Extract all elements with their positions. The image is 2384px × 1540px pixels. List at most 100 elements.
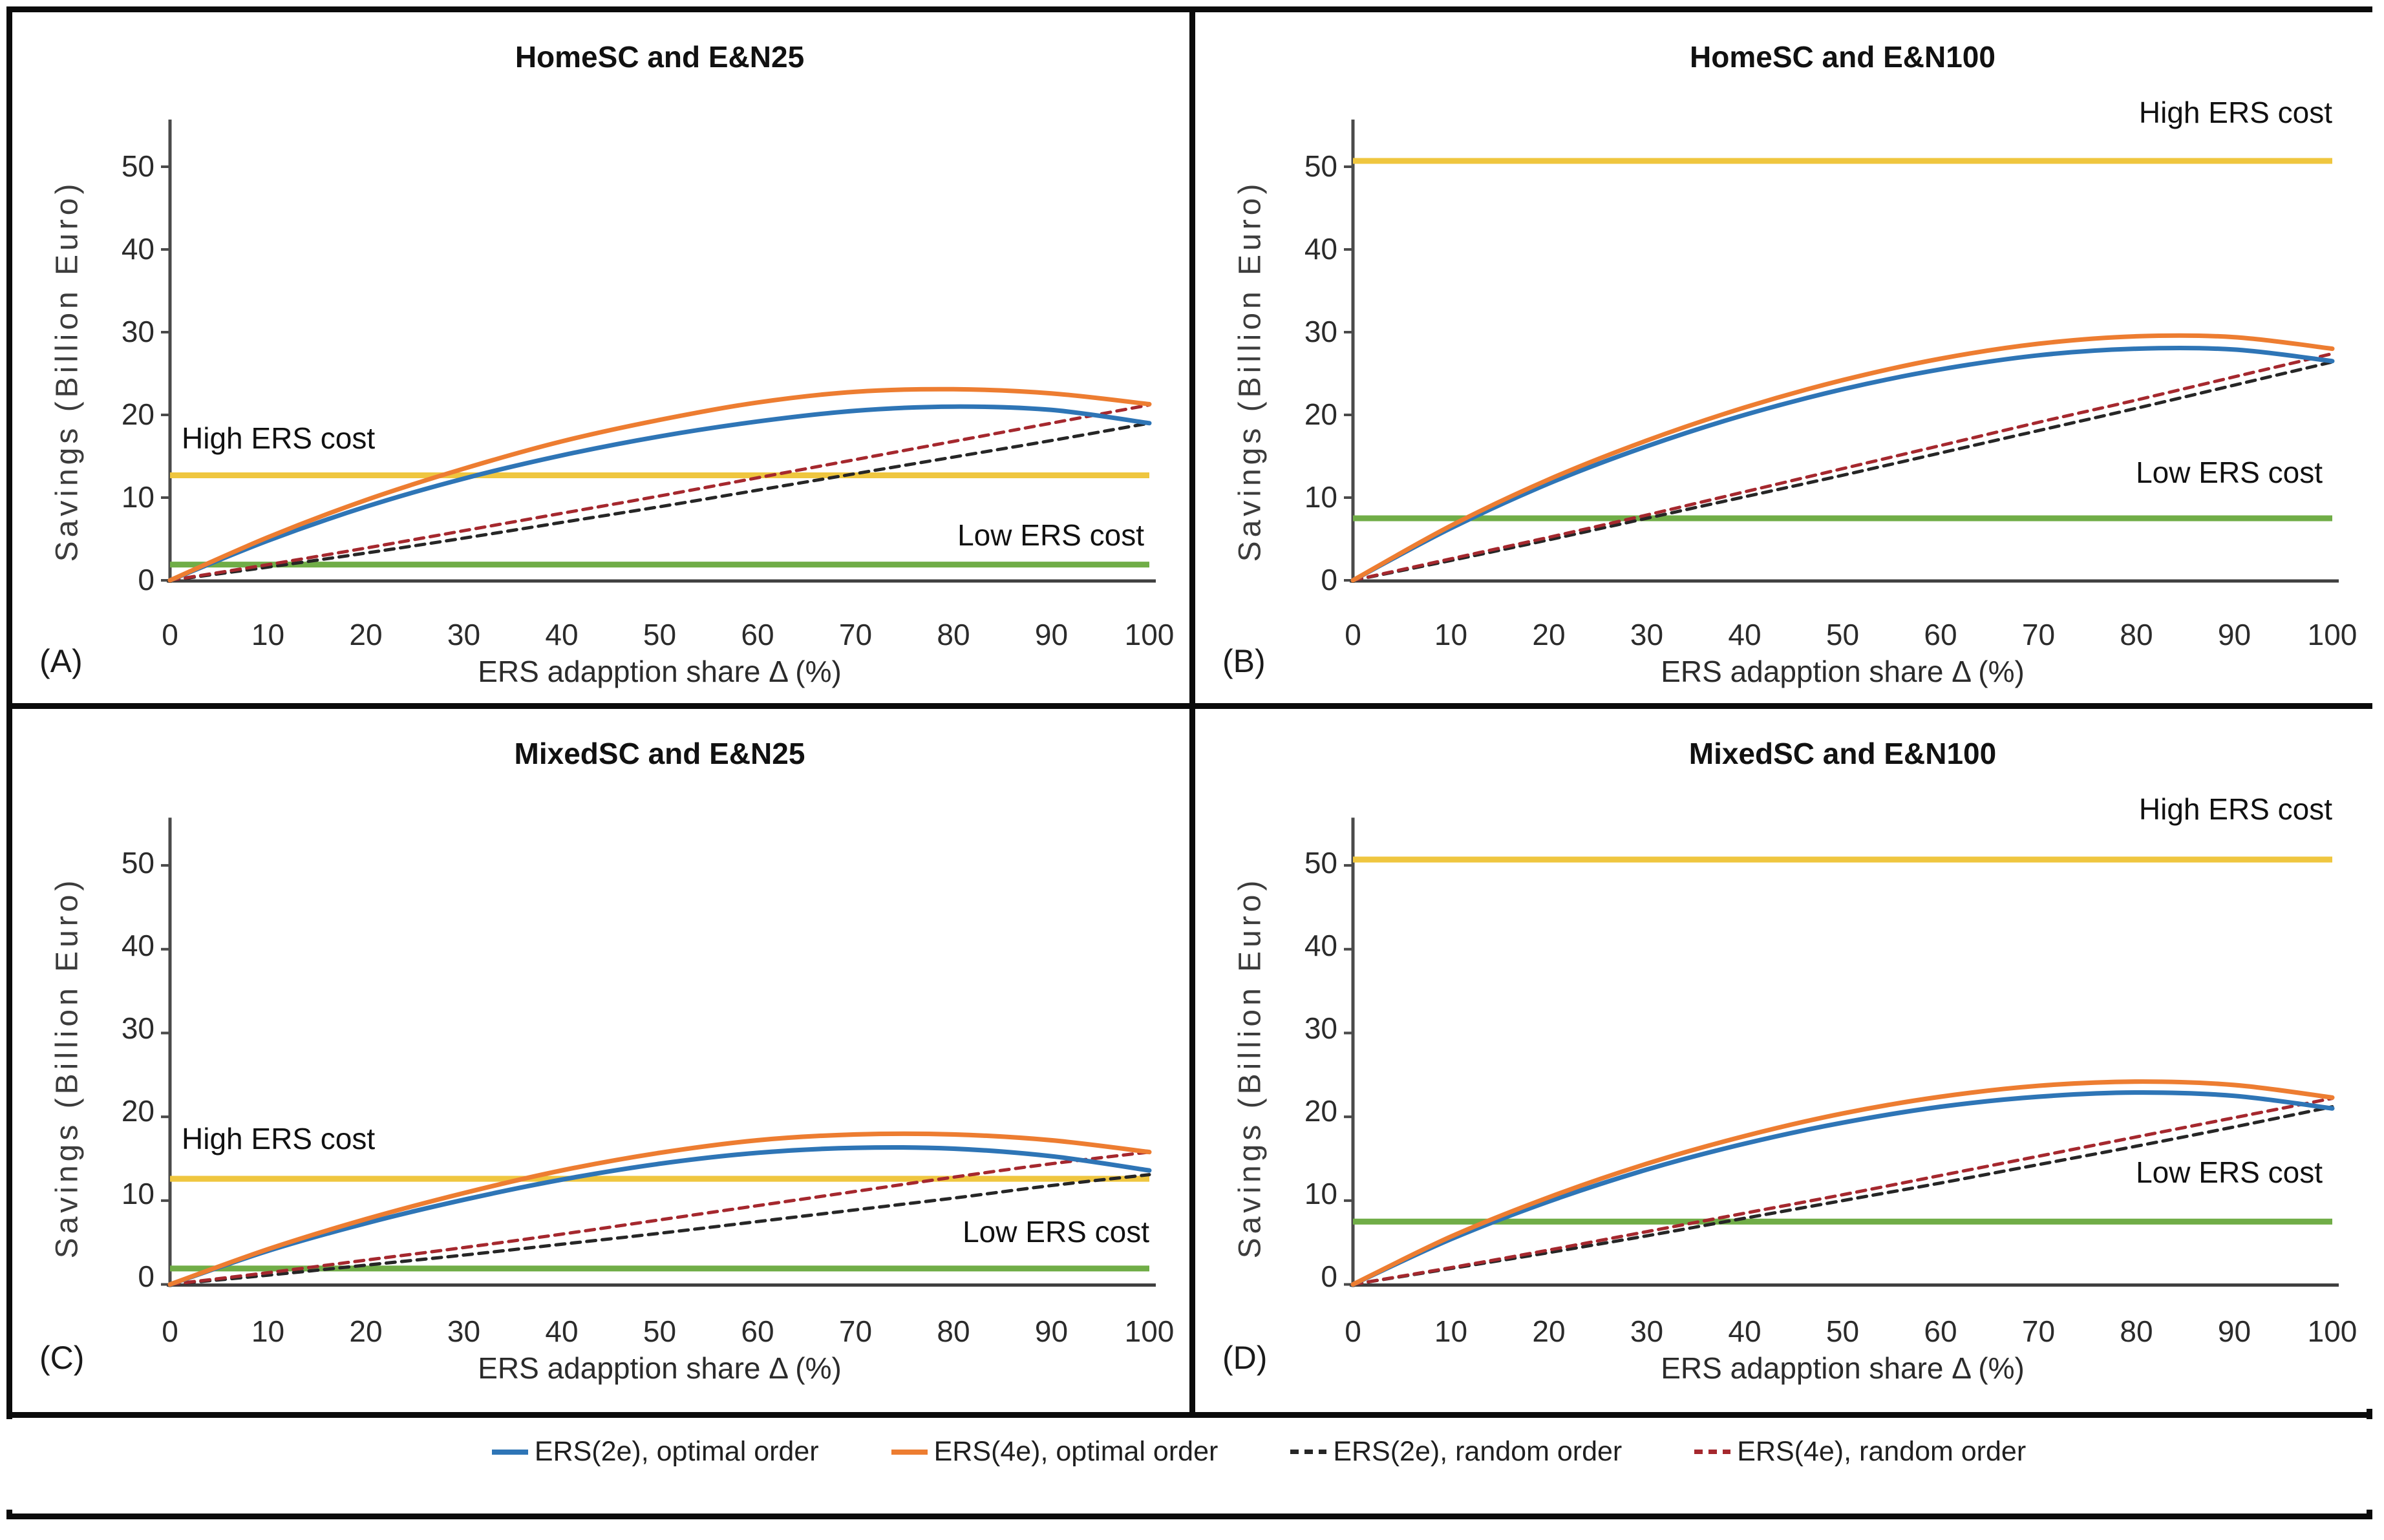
legend-item-ers4e-random: ERS(4e), random order: [1694, 1436, 2026, 1468]
panel-divider-vertical: [1189, 6, 1195, 1413]
x-tick-label: 0: [162, 618, 178, 651]
series-ers-4e-optimal-order: [167, 386, 1152, 583]
y-tick-label: 40: [1304, 929, 1337, 962]
series-ers-4e-random-order: [168, 403, 1151, 582]
annotation-high-ers-cost: High ERS cost: [182, 1122, 376, 1155]
legend-item-ers4e-optimal: ERS(4e), optimal order: [891, 1436, 1219, 1468]
chart-canvas-b: [1344, 120, 2339, 583]
series-ers-2e-random-order: [168, 421, 1151, 582]
annotation-low-ers-cost: Low ERS cost: [963, 1215, 1149, 1249]
x-axis-title: ERS adapption share Δ (%): [478, 655, 842, 688]
x-tick-label: 80: [937, 1314, 970, 1348]
annotation-low-ers-cost: Low ERS cost: [2136, 456, 2323, 489]
x-tick-label: 50: [643, 618, 677, 651]
x-tick-label: 50: [1825, 1314, 1860, 1348]
chart-title-c: MixedSC and E&N25: [514, 737, 805, 770]
x-tick-label: 0: [162, 1314, 178, 1348]
x-axis-title: ERS adapption share Δ (%): [1661, 655, 2025, 688]
legend-label: ERS(4e), optimal order: [933, 1436, 1219, 1467]
panel-letter-b: (B): [1222, 643, 1266, 679]
x-tick-label: 60: [1924, 1314, 1957, 1348]
y-tick-label: 0: [138, 1260, 154, 1293]
panel-letter-c: (C): [39, 1340, 85, 1376]
y-tick-label: 20: [121, 1094, 154, 1128]
y-tick-label: 50: [121, 149, 154, 183]
panel-letter-a: (A): [39, 643, 83, 679]
panel-divider-horizontal: [6, 703, 2372, 709]
y-tick-label: 30: [1304, 1011, 1337, 1045]
legend-label: ERS(2e), random order: [1333, 1436, 1623, 1467]
annotation-high-ers-cost: High ERS cost: [2138, 792, 2332, 826]
x-tick-label: 0: [1345, 1314, 1361, 1348]
x-tick-label: 30: [447, 618, 481, 651]
series-ers-2e-optimal-order: [1350, 1090, 2335, 1287]
y-tick-label: 50: [121, 846, 154, 880]
chart-canvas-d: [1344, 817, 2339, 1287]
x-tick-label: 20: [349, 618, 383, 651]
x-tick-label: 20: [1532, 1314, 1566, 1348]
x-tick-label: 60: [741, 618, 774, 651]
y-tick-label: 20: [1304, 397, 1337, 431]
x-tick-label: 90: [2217, 618, 2251, 651]
y-tick-label: 20: [121, 397, 154, 431]
x-tick-label: 70: [838, 1314, 873, 1348]
legend-item-ers2e-optimal: ERS(2e), optimal order: [491, 1436, 819, 1468]
legend-box-border: [6, 1412, 2372, 1418]
x-tick-label: 40: [1728, 618, 1761, 651]
y-tick-label: 0: [138, 563, 154, 596]
panel-c: MixedSC and E&N25 Savings (Billion Euro)…: [12, 709, 1189, 1409]
y-tick-label: 30: [1304, 315, 1337, 348]
x-tick-label: 90: [1034, 1314, 1069, 1348]
x-tick-label: 10: [1434, 1314, 1468, 1348]
y-tick-label: 30: [121, 1011, 154, 1045]
x-tick-label: 20: [349, 1314, 383, 1348]
x-tick-label: 100: [1124, 618, 1175, 651]
y-tick-label: 40: [121, 232, 154, 266]
legend-swatch-red-dashed-icon: [1694, 1450, 1731, 1454]
legend-swatch-orange-solid-icon: [891, 1449, 928, 1455]
x-tick-label: 90: [2217, 1314, 2251, 1348]
series-ers-4e-random-order: [1351, 352, 2334, 582]
legend-label: ERS(4e), random order: [1737, 1436, 2027, 1467]
x-tick-label: 30: [447, 1314, 481, 1348]
y-tick-label: 0: [1321, 1260, 1337, 1293]
y-tick-label: 20: [1304, 1094, 1337, 1128]
x-tick-label: 80: [2120, 1314, 2153, 1348]
legend-swatch-black-dashed-icon: [1290, 1450, 1327, 1454]
x-tick-label: 50: [643, 1314, 677, 1348]
legend-swatch-blue-solid-icon: [491, 1449, 528, 1455]
x-tick-label: 80: [2120, 618, 2153, 651]
x-tick-label: 40: [545, 618, 579, 651]
x-axis-title: ERS adapption share Δ (%): [478, 1351, 842, 1385]
panel-letter-d: (D): [1222, 1340, 1268, 1376]
series-ers-4e-random-order: [1351, 1097, 2334, 1287]
series-ers-2e-random-order: [1351, 360, 2334, 582]
series-ers-2e-optimal-order: [1350, 345, 2335, 583]
x-tick-label: 100: [2307, 1314, 2357, 1348]
x-tick-label: 70: [2021, 1314, 2056, 1348]
y-tick-label: 50: [1304, 149, 1337, 183]
x-tick-label: 100: [2307, 618, 2357, 651]
x-tick-label: 20: [1532, 618, 1566, 651]
chart-canvas-a: [161, 120, 1156, 583]
y-tick-label: 40: [1304, 232, 1337, 266]
x-tick-label: 60: [1924, 618, 1957, 651]
x-tick-label: 10: [251, 618, 285, 651]
panel-d: MixedSC and E&N100 Savings (Billion Euro…: [1195, 709, 2372, 1409]
y-tick-label: 40: [121, 929, 154, 962]
annotation-low-ers-cost: Low ERS cost: [2136, 1155, 2323, 1189]
series-ers-2e-optimal-order: [167, 404, 1152, 583]
chart-canvas-c: [161, 817, 1156, 1287]
x-tick-label: 40: [545, 1314, 579, 1348]
x-tick-label: 50: [1825, 618, 1860, 651]
y-tick-label: 50: [1304, 846, 1337, 880]
series-ers-4e-optimal-order: [167, 1131, 1152, 1287]
x-tick-label: 10: [251, 1314, 285, 1348]
series-ers-4e-optimal-order: [1350, 1079, 2335, 1287]
series-ers-2e-random-order: [1351, 1105, 2334, 1287]
x-tick-label: 0: [1345, 618, 1361, 651]
x-tick-label: 10: [1434, 618, 1468, 651]
legend: ERS(2e), optimal order ERS(4e), optimal …: [6, 1419, 2372, 1510]
y-tick-label: 10: [121, 1177, 154, 1210]
